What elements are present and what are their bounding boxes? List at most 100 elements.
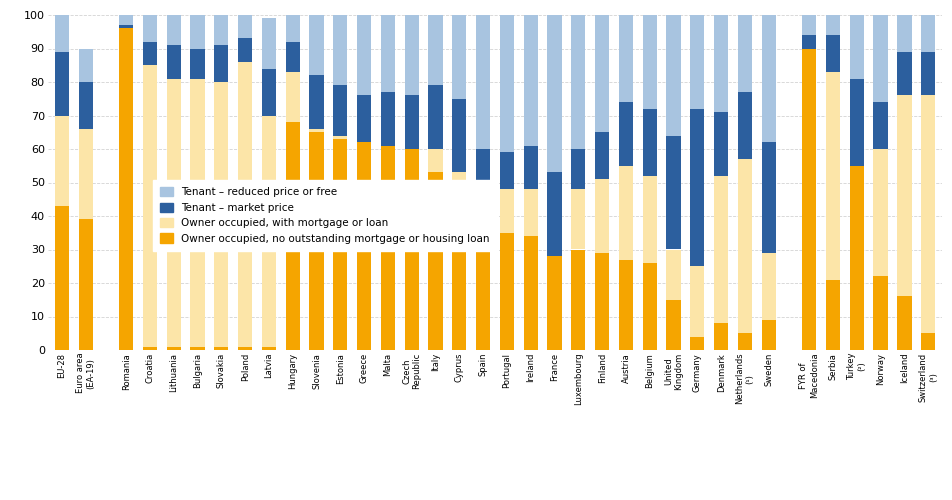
Bar — [802, 15, 816, 35]
Bar — [690, 336, 704, 350]
Bar — [476, 149, 490, 186]
Bar — [547, 172, 562, 256]
Bar — [143, 42, 157, 65]
Bar — [167, 78, 181, 346]
Bar — [333, 139, 347, 350]
Bar — [452, 15, 466, 99]
Bar — [54, 52, 69, 116]
Bar — [500, 189, 514, 233]
Bar — [802, 48, 816, 350]
Bar — [262, 18, 276, 68]
Bar — [190, 48, 205, 78]
Bar — [405, 15, 419, 96]
Bar — [874, 276, 887, 350]
Bar — [762, 15, 776, 142]
Bar — [309, 15, 324, 76]
Bar — [119, 15, 133, 25]
Bar — [500, 233, 514, 350]
Bar — [643, 109, 657, 176]
Bar — [428, 15, 443, 86]
Bar — [825, 280, 840, 350]
Bar — [143, 346, 157, 350]
Bar — [78, 220, 92, 350]
Bar — [54, 15, 69, 52]
Bar — [428, 149, 443, 172]
Bar — [643, 263, 657, 350]
Bar — [78, 48, 92, 82]
Bar — [619, 166, 633, 260]
Bar — [897, 15, 911, 52]
Bar — [428, 172, 443, 350]
Bar — [238, 15, 252, 38]
Bar — [524, 15, 538, 146]
Bar — [738, 92, 752, 159]
Bar — [690, 109, 704, 266]
Bar — [921, 96, 935, 333]
Bar — [167, 15, 181, 45]
Bar — [524, 189, 538, 236]
Bar — [666, 250, 681, 300]
Bar — [190, 346, 205, 350]
Bar — [214, 82, 228, 346]
Bar — [714, 15, 728, 112]
Bar — [405, 149, 419, 350]
Bar — [262, 116, 276, 346]
Bar — [119, 25, 133, 28]
Bar — [714, 112, 728, 176]
Bar — [405, 96, 419, 149]
Bar — [357, 142, 371, 350]
Bar — [309, 129, 324, 132]
Bar — [381, 15, 395, 92]
Bar — [595, 132, 609, 179]
Bar — [54, 116, 69, 206]
Bar — [262, 346, 276, 350]
Bar — [874, 15, 887, 102]
Bar — [897, 296, 911, 350]
Bar — [428, 86, 443, 149]
Bar — [452, 192, 466, 350]
Bar — [476, 186, 490, 240]
Bar — [286, 15, 300, 42]
Bar — [286, 72, 300, 122]
Bar — [167, 346, 181, 350]
Bar — [825, 72, 840, 280]
Bar — [143, 15, 157, 42]
Bar — [119, 28, 133, 350]
Bar — [357, 96, 371, 142]
Bar — [897, 96, 911, 296]
Bar — [738, 159, 752, 333]
Bar — [921, 333, 935, 350]
Bar — [167, 45, 181, 78]
Bar — [595, 179, 609, 253]
Bar — [762, 142, 776, 253]
Bar — [54, 206, 69, 350]
Bar — [452, 98, 466, 172]
Bar — [714, 323, 728, 350]
Bar — [802, 35, 816, 48]
Bar — [571, 149, 585, 189]
Bar — [333, 15, 347, 86]
Bar — [333, 136, 347, 139]
Bar — [476, 15, 490, 149]
Bar — [500, 152, 514, 189]
Bar — [666, 136, 681, 250]
Bar — [190, 15, 205, 48]
Bar — [190, 78, 205, 346]
Bar — [381, 146, 395, 350]
Bar — [690, 266, 704, 336]
Bar — [849, 166, 864, 350]
Bar — [619, 15, 633, 102]
Bar — [452, 172, 466, 193]
Bar — [595, 253, 609, 350]
Bar — [738, 15, 752, 92]
Bar — [476, 240, 490, 350]
Bar — [595, 15, 609, 132]
Bar — [238, 346, 252, 350]
Bar — [643, 176, 657, 263]
Bar — [825, 15, 840, 35]
Bar — [214, 346, 228, 350]
Bar — [547, 256, 562, 350]
Bar — [333, 86, 347, 136]
Bar — [571, 250, 585, 350]
Bar — [619, 260, 633, 350]
